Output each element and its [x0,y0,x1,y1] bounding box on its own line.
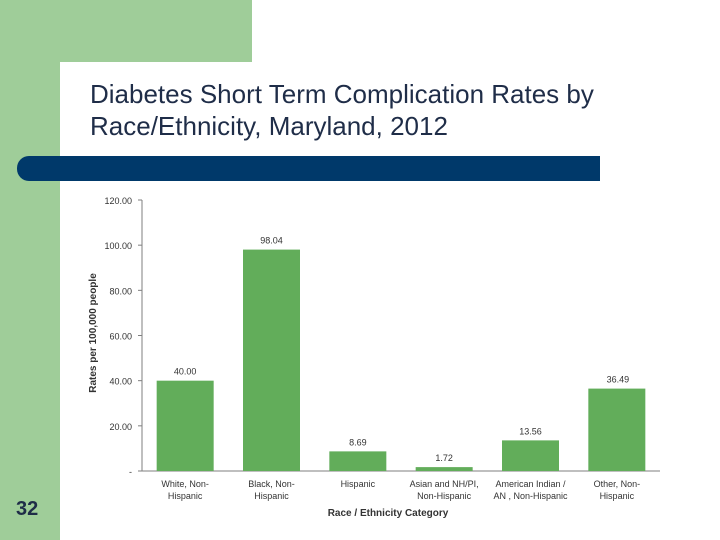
accent-band-top [0,0,252,62]
data-label: 13.56 [519,426,542,436]
slide-title: Diabetes Short Term Complication Rates b… [90,78,700,142]
slide-number: 32 [16,498,39,520]
y-tick-label: 60.00 [109,332,132,342]
data-label: 36.49 [607,375,630,385]
bar [329,451,387,471]
data-label: 40.00 [174,367,197,377]
y-tick-label: 80.00 [109,286,132,296]
x-tick-label: White, Non- [161,479,209,489]
x-tick-label: AN , Non-Hispanic [493,491,568,501]
title-line-1: Diabetes Short Term Complication Rates b… [90,79,594,109]
x-tick-label: Hispanic [600,491,635,501]
data-label: 8.69 [349,437,367,447]
bar [415,467,473,471]
data-label: 98.04 [260,236,283,246]
bar [502,440,559,471]
y-tick-label: 100.00 [104,241,132,251]
y-tick-label: - [129,467,132,477]
x-tick-label: Other, Non- [594,479,641,489]
bar [243,249,300,471]
x-tick-label: Non-Hispanic [417,491,472,501]
y-tick-label: 40.00 [109,377,132,387]
x-tick-label: Hispanic [341,479,376,489]
bar [588,388,646,471]
title-underline-bar [17,156,600,181]
title-line-2: Race/Ethnicity, Maryland, 2012 [90,111,448,141]
x-axis-title: Race / Ethnicity Category [328,508,449,519]
x-tick-label: Hispanic [254,491,289,501]
x-tick-label: American Indian / [495,479,566,489]
y-tick-label: 120.00 [104,196,132,206]
x-tick-label: Black, Non- [248,479,295,489]
y-axis-title: Rates per 100,000 people [88,273,99,393]
accent-band-left [0,0,60,540]
x-tick-label: Asian and NH/PI, [410,479,479,489]
bar [156,380,214,471]
data-label: 1.72 [435,453,453,463]
x-tick-label: Hispanic [168,491,203,501]
y-tick-label: 20.00 [109,422,132,432]
